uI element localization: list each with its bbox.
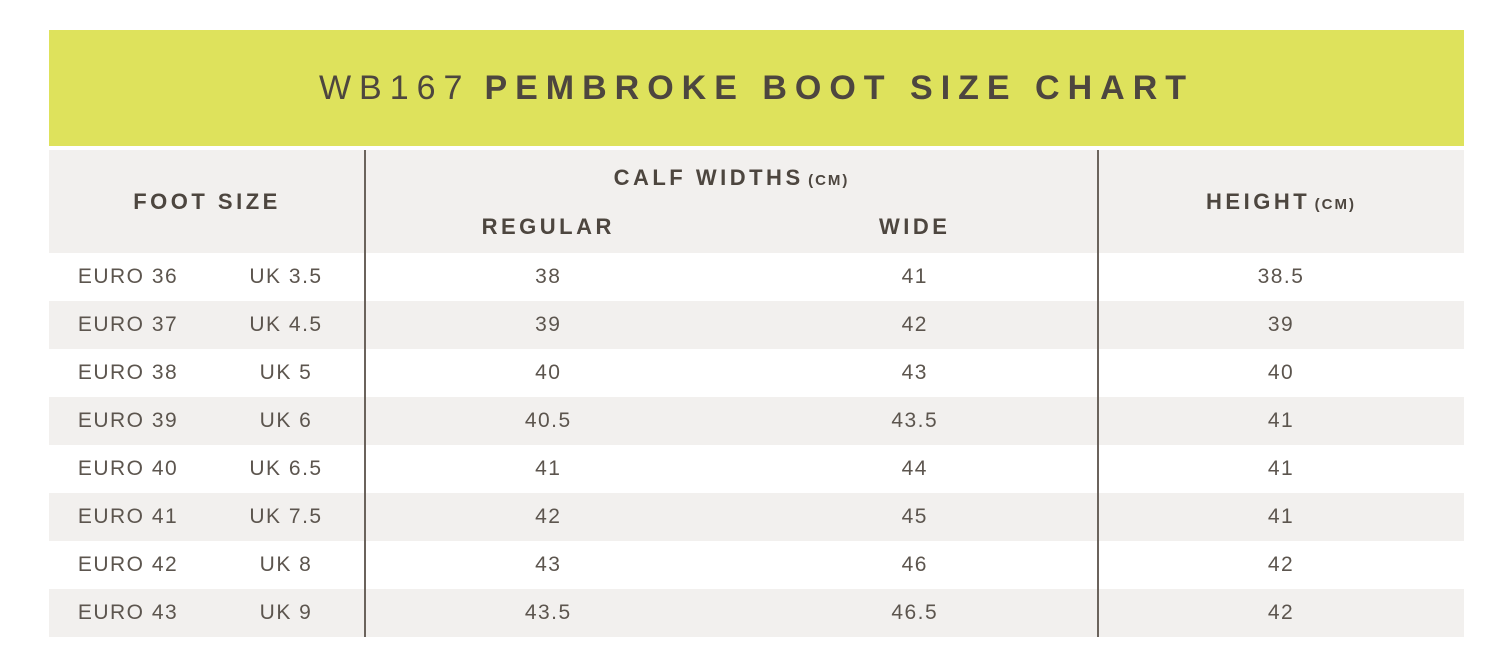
cell-calf-wide: 43.5 bbox=[891, 409, 939, 432]
cell-uk-size: UK 6 bbox=[259, 409, 313, 432]
size-table: FOOT SIZE CALF WIDTHS (CM) REGULAR WIDE … bbox=[49, 150, 1464, 637]
cell-calf-wide: 43 bbox=[901, 361, 928, 384]
table-row: EURO 38 UK 5 40 43 40 bbox=[49, 349, 1464, 397]
cell-height: 39 bbox=[1267, 313, 1295, 336]
title-banner: WB167 PEMBROKE BOOT SIZE CHART bbox=[49, 30, 1464, 146]
column-divider-right bbox=[1097, 150, 1099, 637]
cell-calf-wide: 45 bbox=[901, 505, 928, 528]
title-product-name: PEMBROKE BOOT SIZE CHART bbox=[484, 68, 1195, 107]
table-row: EURO 39 UK 6 40.5 43.5 41 bbox=[49, 397, 1464, 445]
cell-height: 41 bbox=[1267, 457, 1295, 480]
cell-euro-size: EURO 37 bbox=[77, 313, 179, 336]
cell-calf-wide: 42 bbox=[901, 313, 928, 336]
table-row: EURO 37 UK 4.5 39 42 39 bbox=[49, 301, 1464, 349]
table-header-row: FOOT SIZE CALF WIDTHS (CM) REGULAR WIDE … bbox=[49, 150, 1464, 253]
cell-height: 38.5 bbox=[1257, 265, 1305, 288]
cell-uk-size: UK 3.5 bbox=[249, 265, 323, 288]
cell-calf-regular: 43 bbox=[535, 553, 562, 576]
cell-height: 41 bbox=[1267, 505, 1295, 528]
header-regular-label: REGULAR bbox=[481, 214, 615, 239]
header-wide-label: WIDE bbox=[879, 214, 951, 239]
cell-uk-size: UK 6.5 bbox=[249, 457, 323, 480]
cell-uk-size: UK 4.5 bbox=[249, 313, 323, 336]
header-height: HEIGHT (CM) bbox=[1098, 150, 1464, 253]
header-calf-widths: CALF WIDTHS (CM) bbox=[365, 165, 1098, 191]
cell-calf-regular: 42 bbox=[535, 505, 562, 528]
table-body: EURO 36 UK 3.5 38 41 38.5 EURO 37 UK 4.5… bbox=[49, 253, 1464, 637]
cell-uk-size: UK 7.5 bbox=[249, 505, 323, 528]
cell-height: 42 bbox=[1267, 601, 1295, 624]
cell-calf-regular: 41 bbox=[535, 457, 562, 480]
table-row: EURO 36 UK 3.5 38 41 38.5 bbox=[49, 253, 1464, 301]
header-calf-widths-label: CALF WIDTHS bbox=[613, 165, 804, 190]
cell-euro-size: EURO 41 bbox=[77, 505, 179, 528]
page-title: WB167 PEMBROKE BOOT SIZE CHART bbox=[319, 69, 1194, 108]
cell-calf-regular: 43.5 bbox=[524, 601, 572, 624]
cell-uk-size: UK 5 bbox=[259, 361, 313, 384]
size-chart-page: WB167 PEMBROKE BOOT SIZE CHART FOOT SIZE … bbox=[49, 30, 1464, 637]
header-foot-size: FOOT SIZE bbox=[49, 150, 365, 253]
header-foot-size-label: FOOT SIZE bbox=[133, 188, 281, 214]
table-row: EURO 42 UK 8 43 46 42 bbox=[49, 541, 1464, 589]
header-height-label: HEIGHT bbox=[1206, 188, 1311, 214]
cell-height: 40 bbox=[1267, 361, 1295, 384]
column-divider-left bbox=[364, 150, 366, 637]
cell-euro-size: EURO 39 bbox=[77, 409, 179, 432]
cell-height: 42 bbox=[1267, 553, 1295, 576]
title-model-code: WB167 bbox=[318, 68, 471, 107]
header-height-unit: (CM) bbox=[1314, 195, 1356, 213]
cell-calf-regular: 38 bbox=[535, 265, 562, 288]
cell-calf-regular: 40.5 bbox=[524, 409, 572, 432]
cell-euro-size: EURO 40 bbox=[77, 457, 179, 480]
header-calf-widths-group: CALF WIDTHS (CM) REGULAR WIDE bbox=[365, 150, 1098, 253]
cell-calf-regular: 39 bbox=[535, 313, 562, 336]
cell-calf-wide: 44 bbox=[901, 457, 928, 480]
table-row: EURO 43 UK 9 43.5 46.5 42 bbox=[49, 589, 1464, 637]
cell-calf-wide: 46.5 bbox=[891, 601, 939, 624]
cell-uk-size: UK 9 bbox=[259, 601, 313, 624]
cell-calf-wide: 41 bbox=[901, 265, 928, 288]
table-row: EURO 40 UK 6.5 41 44 41 bbox=[49, 445, 1464, 493]
cell-euro-size: EURO 38 bbox=[77, 361, 179, 384]
cell-euro-size: EURO 36 bbox=[77, 265, 179, 288]
cell-euro-size: EURO 42 bbox=[77, 553, 179, 576]
cell-calf-wide: 46 bbox=[901, 553, 928, 576]
cell-height: 41 bbox=[1267, 409, 1295, 432]
cell-euro-size: EURO 43 bbox=[77, 601, 179, 624]
table-row: EURO 41 UK 7.5 42 45 41 bbox=[49, 493, 1464, 541]
cell-uk-size: UK 8 bbox=[259, 553, 313, 576]
header-calf-subcolumns: REGULAR WIDE bbox=[365, 214, 1098, 240]
header-calf-widths-unit: (CM) bbox=[808, 172, 850, 189]
cell-calf-regular: 40 bbox=[535, 361, 562, 384]
